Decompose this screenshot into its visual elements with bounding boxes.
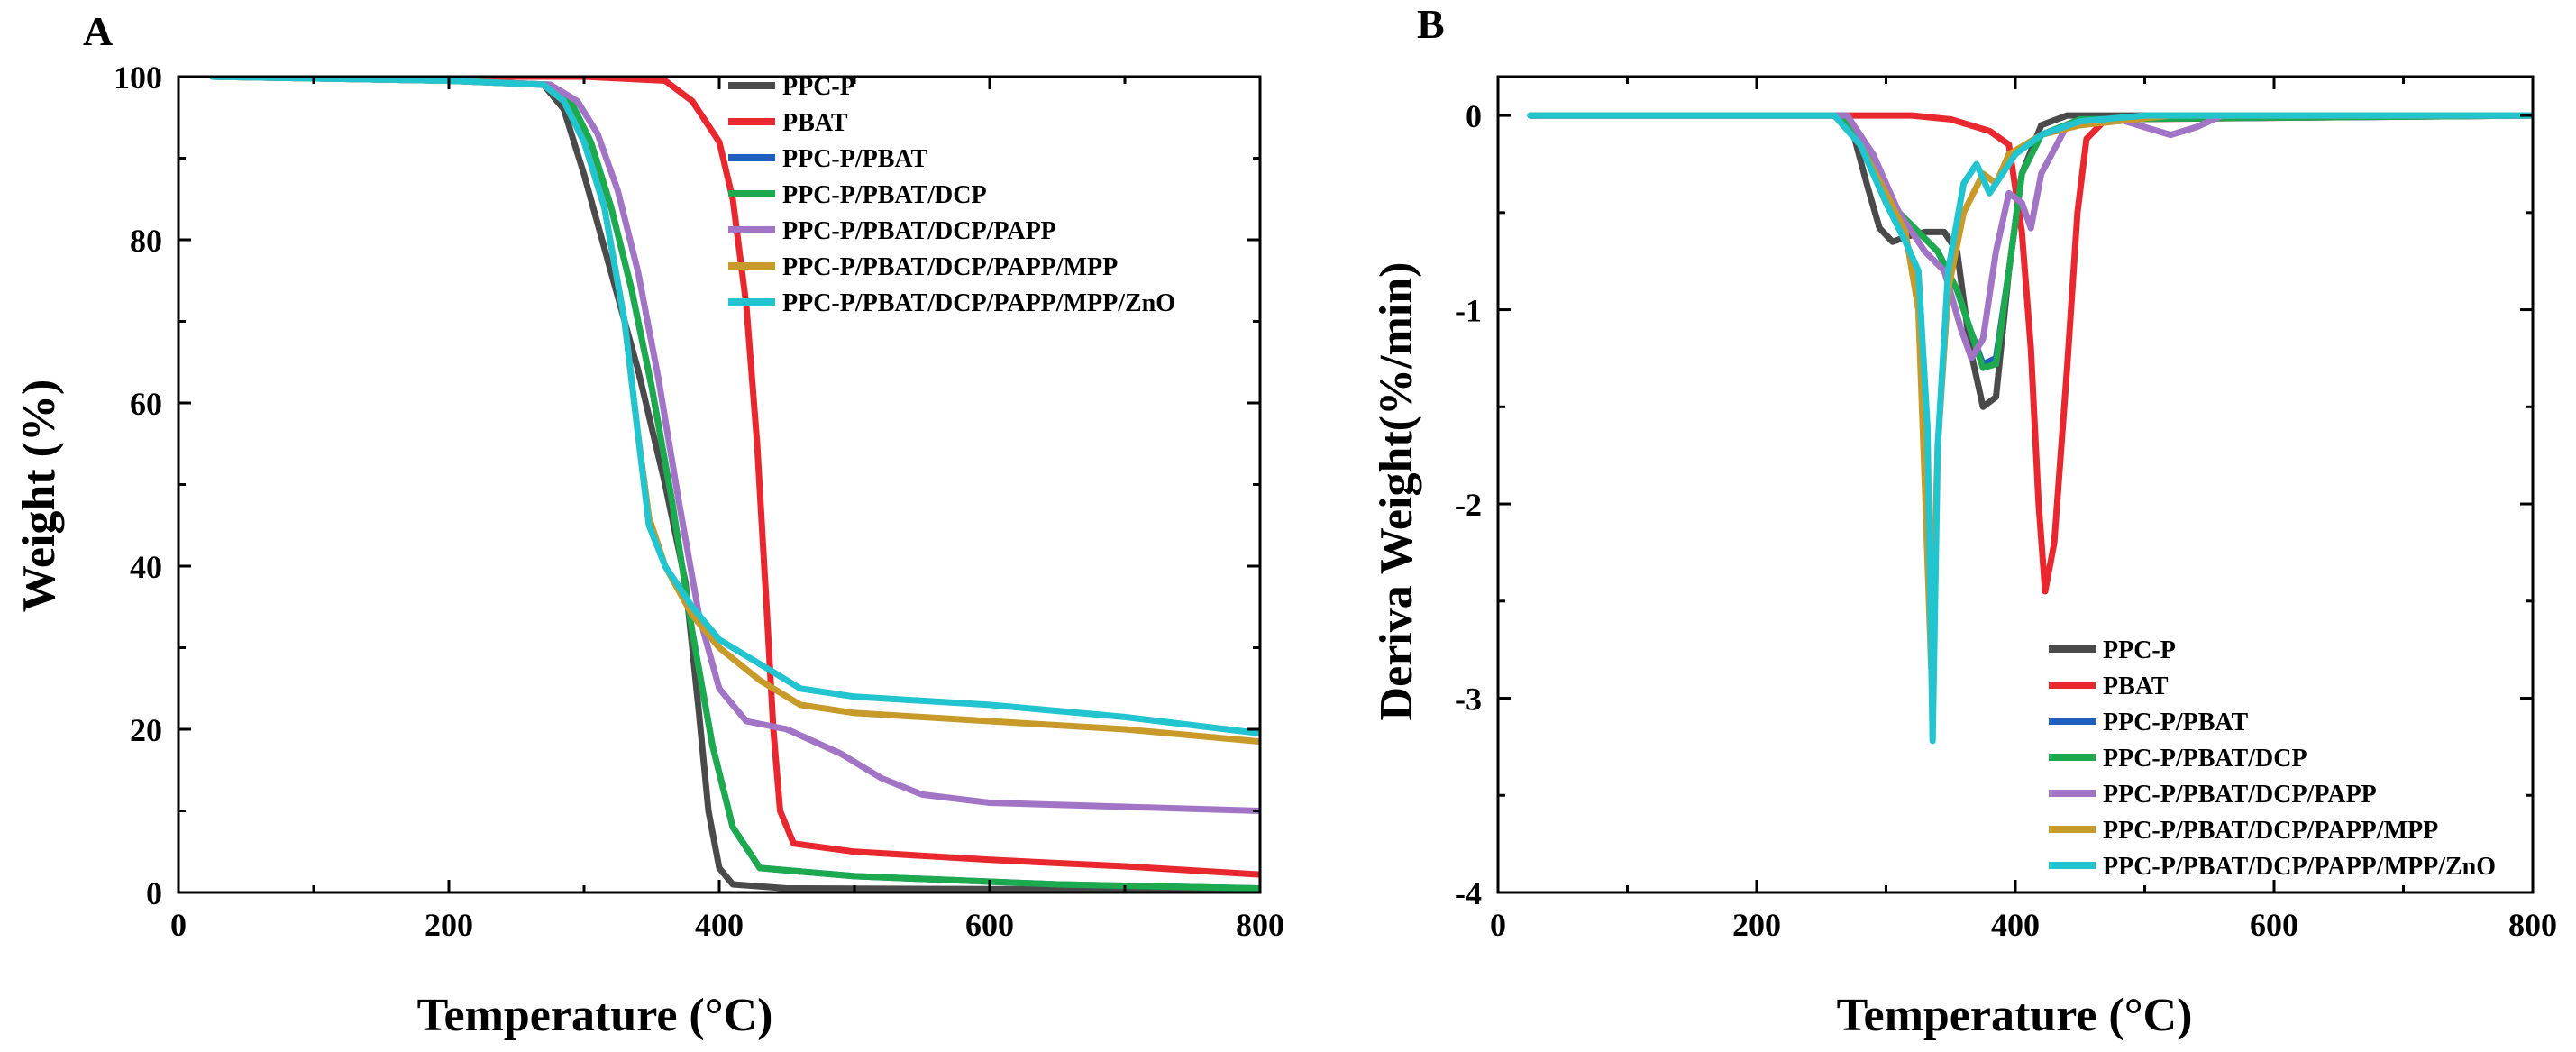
series-line-5 <box>209 77 1260 814</box>
series-line-3 <box>209 77 1260 892</box>
x-tick-label: 600 <box>965 907 1014 943</box>
series-line-4 <box>209 77 1260 892</box>
legend-label: PPC-P/PBAT/DCP/PAPP/MPP/ZnO <box>2103 853 2496 881</box>
panel-b-y-axis-title: Deriva Weight(%/min) <box>1371 262 1422 721</box>
series-lines <box>209 77 1260 892</box>
y-tick-label: 0 <box>146 875 162 911</box>
x-tick-label: 800 <box>1236 907 1284 943</box>
series-line-7 <box>1527 112 2533 745</box>
series-line-7 <box>209 77 1260 736</box>
legend: PPC-P PBAT PPC-P/PBAT PPC-P/PBAT/DCP PPC-P/P… <box>2049 636 2496 881</box>
legend-label: PPC-P <box>782 73 855 101</box>
series-lines <box>1527 112 2533 745</box>
panel-a-letter: A <box>83 8 113 54</box>
legend-label: PPC-P/PBAT/DCP/PAPP/MPP <box>782 253 1118 281</box>
legend-label: PPC-P/PBAT/DCP <box>782 181 987 209</box>
y-tick-label: -4 <box>1455 875 1482 911</box>
y-tick-label: -3 <box>1455 682 1482 718</box>
legend-label: PPC-P/PBAT/DCP/PAPP <box>2103 781 2377 809</box>
y-tick-label: 40 <box>130 549 162 585</box>
legend-label: PPC-P/PBAT <box>2103 709 2249 736</box>
legend-label: PPC-P/PBAT/DCP <box>2103 745 2307 773</box>
series-line-2 <box>209 77 1260 878</box>
legend-label: PPC-P/PBAT <box>782 145 928 173</box>
series-line-1 <box>209 77 1260 892</box>
x-tick-label: 0 <box>170 907 187 943</box>
y-tick-label: 80 <box>130 223 162 259</box>
y-tick-label: 0 <box>1466 98 1482 134</box>
legend-label: PPC-P <box>2103 636 2176 664</box>
x-tick-label: 800 <box>2508 907 2557 943</box>
legend-label: PBAT <box>2103 672 2169 700</box>
y-tick-label: 20 <box>130 712 162 748</box>
tga-weight-plot: 0 200 400 600 800 0 20 40 60 80 100 PPC-P PBAT PPC-P/… <box>114 59 1284 943</box>
y-tick-label: -1 <box>1455 293 1482 329</box>
y-tick-label: 60 <box>130 386 162 422</box>
x-tick-label: 400 <box>1991 907 2040 943</box>
panel-a-x-axis-title: Temperature (°C) <box>417 990 773 1041</box>
panel-b-x-axis-title: Temperature (°C) <box>1837 990 2193 1041</box>
legend-label: PBAT <box>782 109 848 137</box>
panel-a-y-axis-title: Weight (%) <box>14 380 65 613</box>
legend: PPC-P PBAT PPC-P/PBAT PPC-P/PBAT/DCP PPC-P/P… <box>728 73 1175 317</box>
legend-label: PPC-P/PBAT/DCP/PAPP <box>782 217 1056 245</box>
series-line-2 <box>1527 112 2533 595</box>
series-line-5 <box>1527 112 2533 361</box>
y-tick-label: -2 <box>1455 487 1482 523</box>
x-tick-label: 0 <box>1490 907 1506 943</box>
y-tick-label: 100 <box>114 59 162 96</box>
series-line-6 <box>209 77 1260 746</box>
dtg-derivative-plot: 0 200 400 600 800 -4 -3 -2 -1 0 PPC-P PBAT PPC-P/PBA… <box>1455 75 2557 943</box>
legend-label: PPC-P/PBAT/DCP/PAPP/MPP <box>2103 817 2438 845</box>
x-tick-label: 400 <box>695 907 744 943</box>
legend-label: PPC-P/PBAT/DCP/PAPP/MPP/ZnO <box>782 289 1175 317</box>
x-tick-label: 200 <box>1732 907 1781 943</box>
x-tick-label: 200 <box>425 907 473 943</box>
x-tick-label: 600 <box>2250 907 2298 943</box>
panel-b-letter: B <box>1417 1 1445 47</box>
